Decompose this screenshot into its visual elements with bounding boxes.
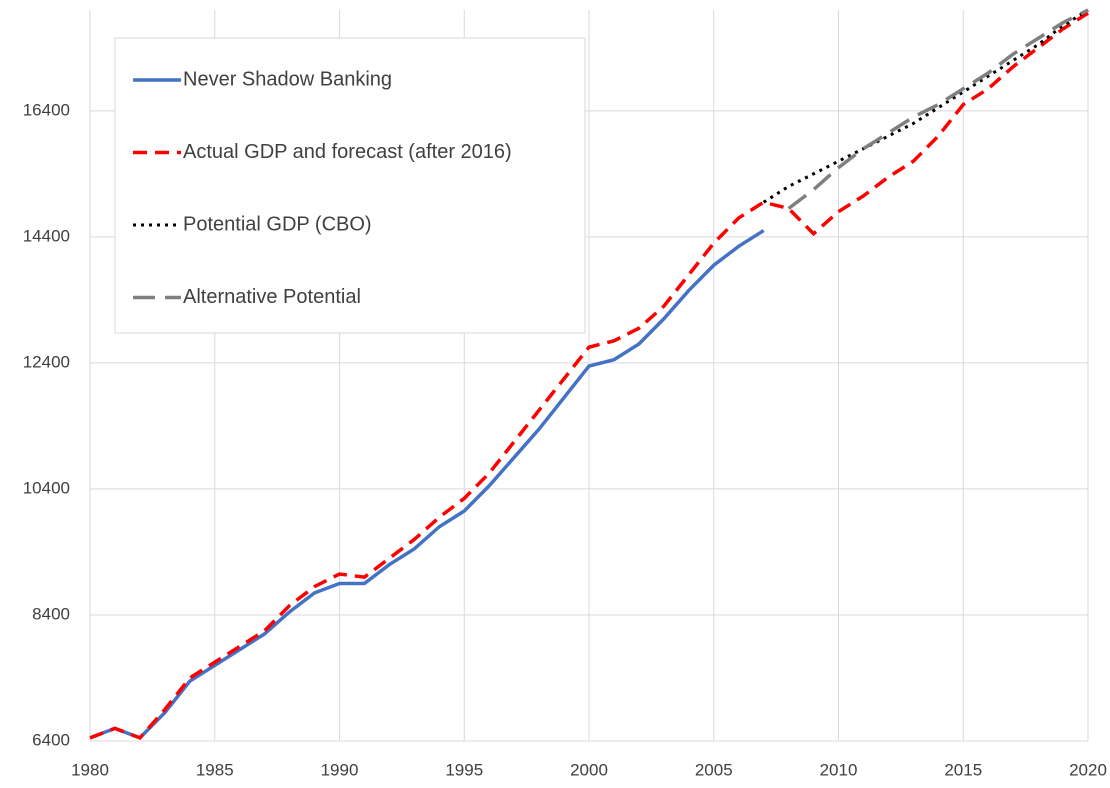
y-tick-label: 12400 bbox=[23, 352, 70, 371]
x-tick-label: 2000 bbox=[570, 760, 608, 779]
y-tick-label: 8400 bbox=[32, 604, 70, 623]
x-tick-label: 1995 bbox=[445, 760, 483, 779]
x-tick-label: 1985 bbox=[196, 760, 234, 779]
series-line bbox=[762, 8, 1089, 204]
series-line bbox=[89, 229, 765, 740]
y-tick-label: 6400 bbox=[32, 730, 70, 749]
x-tick-label: 2015 bbox=[944, 760, 982, 779]
series-line bbox=[89, 11, 1089, 740]
x-tick-label: 2020 bbox=[1069, 760, 1107, 779]
x-tick-label: 1990 bbox=[321, 760, 359, 779]
series-line bbox=[787, 8, 1089, 210]
x-tick-label: 2005 bbox=[695, 760, 733, 779]
legend-label: Never Shadow Banking bbox=[183, 68, 392, 90]
y-tick-label: 10400 bbox=[23, 478, 70, 497]
legend-label: Actual GDP and forecast (after 2016) bbox=[183, 141, 512, 163]
y-tick-label: 16400 bbox=[23, 100, 70, 119]
x-tick-label: 1980 bbox=[71, 760, 109, 779]
legend-label: Alternative Potential bbox=[183, 286, 361, 308]
legend-box bbox=[114, 37, 586, 334]
y-tick-label: 14400 bbox=[23, 226, 70, 245]
x-tick-label: 2010 bbox=[820, 760, 858, 779]
legend-label: Potential GDP (CBO) bbox=[183, 213, 372, 235]
